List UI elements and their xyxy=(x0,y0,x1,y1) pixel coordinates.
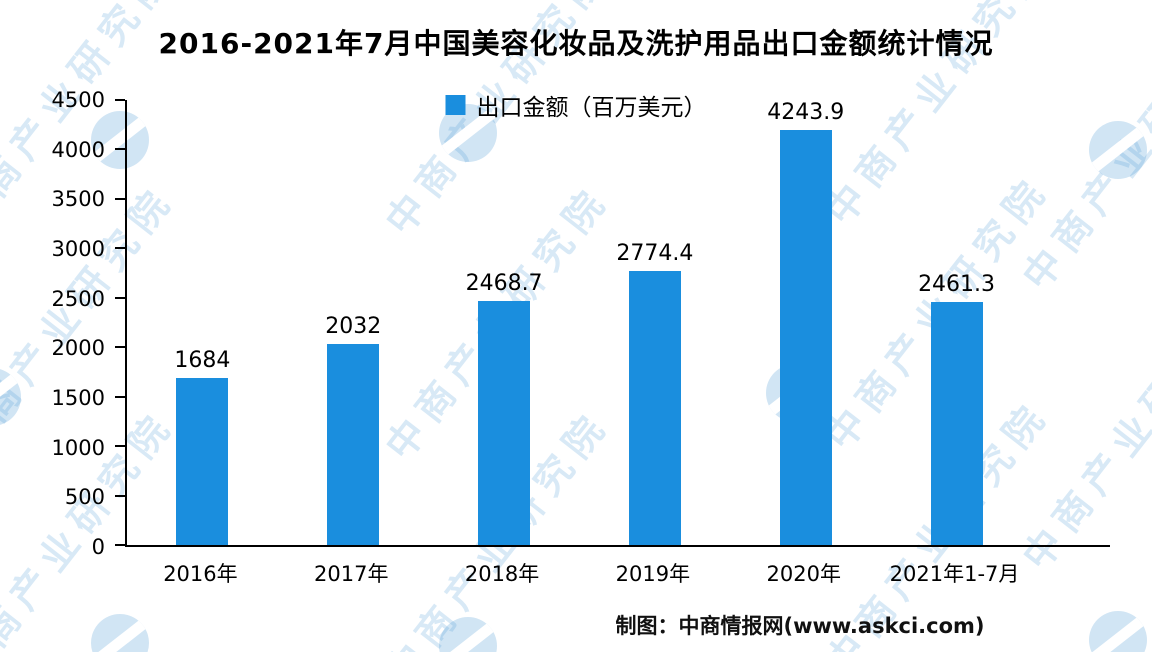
bar-value-label: 2032 xyxy=(325,314,382,340)
y-axis-tick xyxy=(115,99,125,101)
y-axis-tick-label: 4000 xyxy=(51,137,105,162)
y-axis-tick-label: 500 xyxy=(64,485,105,510)
y-axis-tick xyxy=(115,247,125,250)
y-axis-tick xyxy=(115,544,125,546)
y-axis-tick-label: 4500 xyxy=(51,88,105,112)
bar xyxy=(779,130,832,545)
legend: 出口金额（百万美元） xyxy=(445,88,707,122)
y-axis-tick-label: 2000 xyxy=(51,336,105,361)
y-axis-tick xyxy=(115,346,125,349)
x-axis-category-label: 2019年 xyxy=(615,562,691,586)
bar-group: 2468.7 xyxy=(429,100,580,545)
legend-label: 出口金额（百万美元） xyxy=(476,95,707,121)
bar-group: 1684 xyxy=(127,100,278,545)
legend-swatch xyxy=(445,95,466,115)
y-axis-tick-label: 1000 xyxy=(51,435,105,460)
bar xyxy=(930,301,983,545)
bar-group: 4243.9 xyxy=(730,100,881,545)
y-axis-tick xyxy=(115,445,125,448)
x-axis-category-label: 2017年 xyxy=(314,562,389,586)
bars: 1684 2032 2468.7 2774.4 4243.9 2461.3 xyxy=(127,100,1032,545)
y-axis-tick xyxy=(115,296,125,299)
y-axis-tick-label: 0 xyxy=(91,535,105,559)
watermark-logo-icon xyxy=(91,614,149,652)
x-axis-category-label: 2021年1-7月 xyxy=(889,562,1020,586)
y-axis: 0 500 1000 1500 2000 2500 3000 3500 4000 4500 xyxy=(0,88,115,559)
x-axis-category-label: 2018年 xyxy=(464,562,540,586)
bar xyxy=(176,378,229,545)
y-axis-tick xyxy=(115,148,125,151)
y-axis-tick xyxy=(115,197,125,200)
bar xyxy=(478,300,531,545)
chart-title: 2016-2021年7月中国美容化妆品及洗护用品出口金额统计情况 xyxy=(158,27,994,60)
plot-area: 1684 2032 2468.7 2774.4 4243.9 2461.3 xyxy=(115,99,1110,547)
bar-value-label: 4243.9 xyxy=(767,100,845,125)
bar-value-label: 2468.7 xyxy=(465,270,543,296)
footer-credit: 制图：中商情报网(www.askci.com) xyxy=(615,614,985,638)
x-axis-labels: 2016年 2017年 2018年 2019年 2020年 2021年1-7月 xyxy=(125,558,1030,588)
y-axis-tick-label: 1500 xyxy=(51,386,105,411)
y-axis-tick xyxy=(115,395,125,398)
watermark-logo-icon xyxy=(439,617,497,652)
y-axis-tick-label: 3500 xyxy=(51,187,105,212)
y-axis-tick-label: 2500 xyxy=(51,286,105,311)
bar-group: 2461.3 xyxy=(881,100,1032,545)
y-axis-tick-label: 3000 xyxy=(51,237,105,262)
bar-group: 2032 xyxy=(278,100,429,545)
x-axis-category-label: 2016年 xyxy=(163,562,238,586)
bar-value-label: 2461.3 xyxy=(918,271,996,297)
y-axis-tick xyxy=(115,494,125,497)
bar-value-label: 1684 xyxy=(174,348,231,374)
bar-value-label: 2774.4 xyxy=(616,240,694,266)
x-axis-category-label: 2020年 xyxy=(766,562,841,586)
bar xyxy=(628,270,681,545)
bar-group: 2774.4 xyxy=(579,100,730,545)
bar xyxy=(327,344,380,545)
watermark-logo-icon xyxy=(1089,611,1147,652)
